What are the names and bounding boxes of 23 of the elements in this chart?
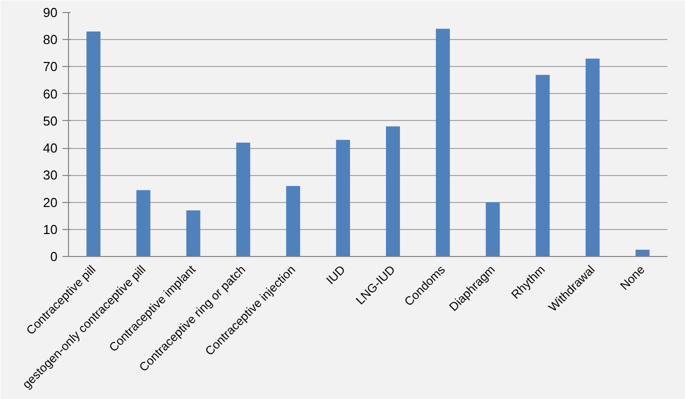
bar xyxy=(486,202,500,256)
y-tick-label: 60 xyxy=(43,86,58,102)
bar xyxy=(386,126,400,256)
bar xyxy=(636,250,650,256)
y-tick-label: 80 xyxy=(43,32,58,48)
x-tick-label: IUD xyxy=(323,262,348,288)
y-tick-label: 40 xyxy=(43,140,58,156)
y-tick-label: 10 xyxy=(43,222,58,237)
bar xyxy=(86,31,100,256)
y-tick-label: 50 xyxy=(43,113,58,128)
bar xyxy=(436,28,450,256)
bar xyxy=(536,74,550,256)
y-tick-label: 30 xyxy=(43,168,58,183)
y-tick-label: 20 xyxy=(43,194,58,210)
y-tick-label: 90 xyxy=(43,5,58,20)
bar xyxy=(136,190,150,256)
bar xyxy=(286,186,300,256)
y-tick-label: 0 xyxy=(50,249,58,264)
bar xyxy=(336,140,350,256)
bar xyxy=(236,142,250,256)
bar xyxy=(186,210,200,256)
bar xyxy=(586,58,600,256)
y-tick-label: 70 xyxy=(43,59,58,74)
